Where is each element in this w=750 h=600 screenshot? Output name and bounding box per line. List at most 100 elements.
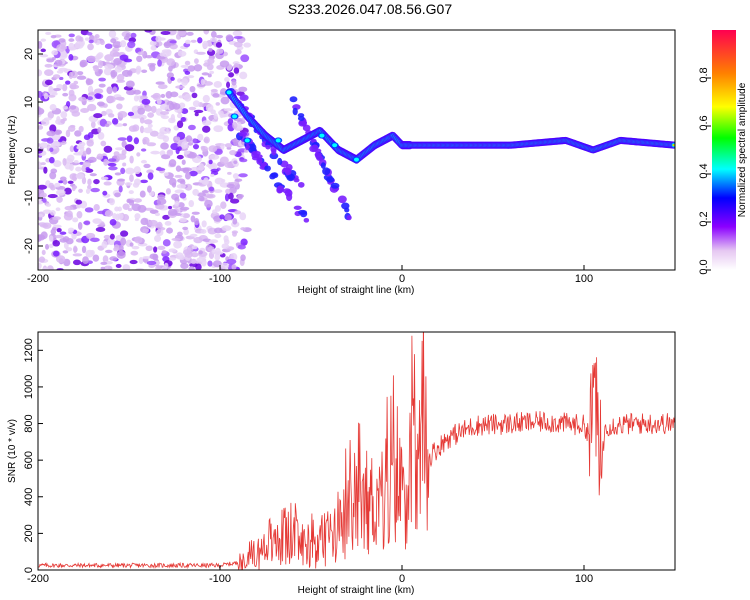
spectrogram-blob — [179, 180, 186, 185]
spectrogram-blob — [38, 41, 43, 49]
spectrogram-blob — [98, 68, 103, 75]
spectrogram-blob — [156, 98, 162, 105]
spectrogram-blob — [183, 150, 190, 155]
spectrogram-blob — [192, 143, 200, 150]
spectrogram-blob — [116, 153, 127, 160]
spectrogram-blob — [77, 221, 83, 230]
spectrogram-blob — [101, 176, 109, 180]
spectrogram-blob — [201, 220, 207, 228]
spectrogram-blob — [316, 155, 324, 161]
spectrogram-blob — [229, 186, 237, 194]
spectrogram-blob — [113, 45, 120, 49]
spectrogram-blob — [103, 145, 113, 153]
spectrogram-blob — [228, 72, 235, 78]
spectrogram-blob — [226, 258, 237, 265]
spectrogram-blob — [150, 105, 157, 114]
spectrogram-blob — [74, 41, 84, 49]
snr-series-line — [38, 332, 675, 570]
spectrogram-blob — [129, 155, 134, 164]
spectrogram-blob — [157, 245, 166, 251]
spectrogram-blob — [100, 140, 107, 147]
snr-x-axis-label: Height of straight line (km) — [298, 585, 415, 596]
spectrogram-blob — [54, 59, 63, 66]
spectrogram-blob — [276, 185, 284, 193]
spectrogram-blob — [127, 70, 133, 76]
spectrogram-blob — [136, 55, 143, 63]
spectrogram-blob — [122, 162, 127, 167]
spectrogram-blob — [198, 250, 203, 255]
spectrogram-blob — [161, 115, 169, 120]
spectrogram-blob — [184, 60, 191, 66]
spectrogram-blob — [166, 227, 173, 234]
spectrogram-blob — [104, 64, 114, 70]
spectrogram-blob — [213, 113, 218, 120]
spectrogram-blob — [234, 49, 242, 55]
spectrogram-blob — [62, 236, 70, 243]
spectrogram-blob — [208, 145, 218, 153]
spectrogram-blob — [147, 185, 152, 193]
spectrogram-blob — [139, 125, 145, 134]
spectrogram-blob — [323, 174, 333, 181]
spectrogram-blob — [155, 35, 162, 43]
colorbar-tick-label: 0.0 — [698, 259, 710, 274]
spectrogram-blob — [256, 157, 263, 165]
spectrogram-blob — [38, 256, 46, 263]
x-tick-label: 100 — [575, 273, 593, 285]
spectrogram-blob — [175, 165, 182, 172]
spectrogram-blob — [227, 171, 232, 175]
spectrogram-blob — [140, 179, 148, 184]
spectrogram-blob — [93, 35, 98, 44]
spectrogram-blob — [191, 211, 200, 215]
spectrogram-blob — [265, 144, 271, 150]
spectrogram-blob — [58, 76, 64, 81]
spectrogram-blob — [68, 38, 75, 42]
spectrogram-blob — [188, 199, 195, 208]
spectrogram-blob — [133, 137, 140, 145]
spectrogram-blob — [269, 152, 279, 160]
spectrogram-blob — [181, 159, 186, 165]
spectrogram-blob — [56, 116, 61, 122]
spectrogram-blob — [49, 171, 57, 180]
spectrogram-blob — [85, 166, 90, 171]
spectrogram-blob — [133, 89, 142, 95]
spectrogram-blob — [62, 105, 69, 110]
spectrogram-blob — [40, 231, 48, 240]
spectrogram-blob — [182, 213, 191, 219]
spectrogram-blob — [233, 41, 243, 48]
spectrogram-blob — [95, 57, 100, 63]
spectrogram-blob — [68, 93, 77, 102]
spectrogram-blob — [216, 48, 224, 54]
spectrogram-blob — [48, 156, 55, 164]
spectrogram-blob — [215, 34, 224, 39]
spectrogram-blob — [137, 51, 145, 56]
spectrogram-blob — [103, 158, 109, 166]
spectrogram-blob — [72, 217, 79, 223]
spectrogram-blob — [231, 79, 237, 86]
spectrogram-blob — [103, 67, 112, 76]
spectrogram-blob — [82, 150, 87, 157]
spectrogram-blob — [136, 152, 141, 157]
spectrogram-blob — [180, 117, 187, 122]
spectrogram-blob — [40, 48, 46, 53]
y-tick-label: -10 — [23, 190, 35, 206]
spectrogram-blob — [330, 182, 340, 189]
spectrogram-blob — [185, 39, 191, 45]
spectrogram-blob — [672, 144, 675, 146]
spectrogram-blob — [43, 166, 48, 174]
spectrogram-blob — [119, 54, 129, 61]
spectrogram-blob — [192, 138, 198, 144]
spectrogram-blob — [214, 177, 224, 185]
spectrogram-blob — [142, 255, 151, 260]
spectrogram-blob — [232, 121, 238, 130]
spectrogram-blob — [213, 125, 224, 133]
spectrogram-blob — [47, 194, 58, 199]
spectrogram-blob — [150, 45, 157, 51]
spectrogram-blob — [53, 160, 62, 168]
spectrogram-blob — [221, 243, 229, 250]
spectrogram-blob — [144, 30, 153, 33]
spectrogram-blob — [154, 234, 162, 242]
spectrogram-blob — [43, 117, 52, 121]
spectrogram-blob — [41, 249, 46, 256]
spectrogram-blob — [73, 245, 78, 254]
spectrogram-blob — [82, 161, 91, 168]
